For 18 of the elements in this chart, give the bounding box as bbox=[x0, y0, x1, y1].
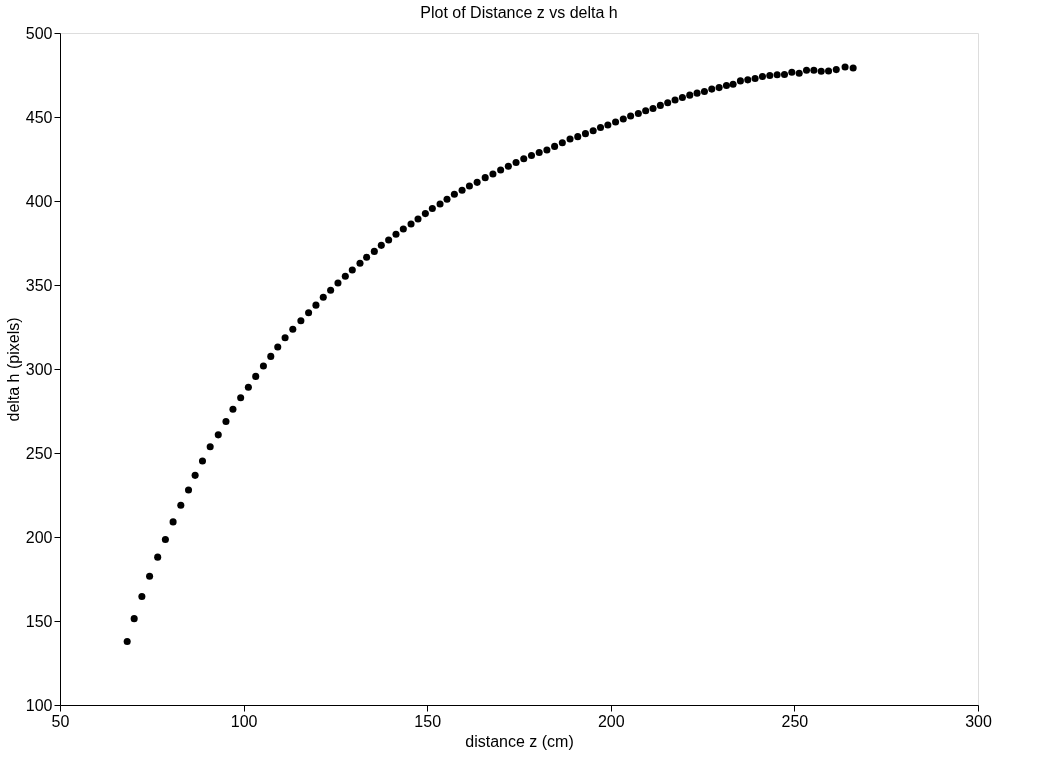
x-tick-label: 50 bbox=[51, 712, 70, 730]
y-tick-label: 250 bbox=[25, 444, 53, 462]
y-tick-label: 150 bbox=[25, 612, 53, 630]
y-tick-label: 500 bbox=[25, 24, 53, 42]
x-tick-label: 100 bbox=[230, 712, 258, 730]
x-tick-label: 150 bbox=[414, 712, 442, 730]
x-tick-label: 300 bbox=[965, 712, 992, 730]
chart-title: Plot of Distance z vs delta h bbox=[420, 4, 618, 21]
y-tick-label: 200 bbox=[25, 528, 53, 546]
y-tick-label: 100 bbox=[25, 696, 53, 714]
y-tick-label: 450 bbox=[25, 108, 53, 126]
y-tick-label: 400 bbox=[25, 192, 53, 210]
x-axis-title: distance z (cm) bbox=[465, 732, 574, 750]
y-axis-title: delta h (pixels) bbox=[4, 317, 22, 422]
x-tick-label: 200 bbox=[597, 712, 625, 730]
y-tick-label: 300 bbox=[25, 360, 53, 378]
x-tick-label: 250 bbox=[781, 712, 809, 730]
y-tick-label: 350 bbox=[25, 276, 53, 294]
